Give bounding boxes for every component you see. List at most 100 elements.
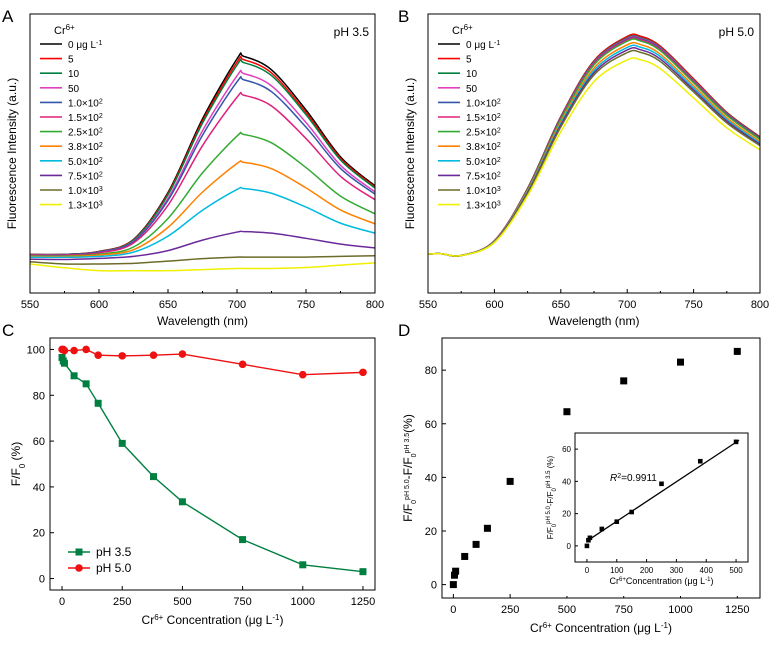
y-tick-label: 20 (33, 528, 45, 540)
ph-annotation: pH 3.5 (334, 25, 370, 39)
legend-marker-1 (75, 564, 83, 572)
inset-background (529, 431, 752, 596)
spectrum-line-5 (30, 91, 375, 256)
inset-data-point (584, 543, 590, 549)
data-point (483, 524, 491, 532)
legend-entry-0: pH 3.5 (96, 545, 132, 559)
x-tick-label: 1000 (291, 596, 315, 608)
y-tick-label: 0 (431, 580, 437, 592)
data-point-ph50 (70, 346, 78, 355)
spectrum-line-7 (30, 160, 375, 258)
x-tick-label: 1250 (351, 596, 375, 608)
data-point-ph35 (94, 399, 102, 407)
legend-entry-3: 50 (466, 84, 478, 95)
series-group (428, 33, 760, 257)
y-tick-label: 60 (33, 436, 45, 448)
data-point-ph50 (238, 360, 247, 369)
legend-entry-10: 1.0×103 (466, 186, 501, 198)
data-point (461, 552, 469, 560)
legend-entry-11: 1.3×103 (68, 200, 103, 212)
legend-entry-3: 50 (68, 84, 80, 95)
inset-x-tick-label: 200 (640, 566, 654, 575)
data-point-ph50 (60, 346, 69, 355)
inset-r2-annotation: R2=0.9911 (610, 473, 657, 485)
legend-title: Cr6+ (54, 23, 75, 38)
data-point (733, 347, 741, 355)
x-tick-label: 700 (228, 299, 246, 311)
spectrum-line-1 (30, 55, 375, 256)
spectrum-line-9 (30, 230, 375, 261)
panel-label-a: A (2, 7, 14, 26)
inset-data-point (586, 537, 591, 543)
inset-y-tick-label: 40 (562, 477, 571, 486)
x-tick-label: 650 (552, 299, 570, 311)
x-tick-label: 750 (297, 299, 315, 311)
spectrum-line-11 (30, 262, 375, 272)
legend-entry-11: 1.3×103 (466, 200, 501, 212)
legend-entry-4: 1.0×102 (68, 98, 103, 110)
inset-x-tick-label: 500 (729, 566, 743, 575)
series-line-1 (62, 348, 363, 376)
y-tick-label: 100 (27, 344, 45, 356)
y-axis-label: F/F0 (%) (9, 442, 27, 486)
x-tick-label: 600 (90, 299, 108, 311)
data-point (506, 477, 514, 485)
plot-frame (29, 13, 376, 294)
data-point-ph35 (299, 561, 307, 569)
inset-x-axis-label: Cr6+Concentration (μg L-1) (610, 576, 714, 586)
data-point (620, 377, 628, 385)
data-point-ph35 (70, 372, 78, 380)
legend-entry-4: 1.0×102 (466, 98, 501, 110)
data-point (449, 581, 457, 589)
inset-x-tick-label: 100 (610, 566, 624, 575)
data-point-ph35 (359, 568, 367, 576)
x-axis-label: Wavelength (nm) (157, 314, 248, 328)
y-tick-label: 40 (425, 472, 437, 484)
x-tick-label: 600 (485, 299, 503, 311)
y-axis-label: F/F0pH 5.0-F/F0pH 3.5(%) (401, 414, 418, 522)
y-tick-label: 20 (425, 526, 437, 538)
data-point-ph50 (94, 351, 102, 359)
data-point-ph35 (178, 498, 186, 506)
data-point-ph50 (118, 352, 127, 360)
inset-y-tick-label: 20 (562, 510, 571, 519)
x-tick-label: 800 (366, 299, 384, 311)
x-axis-label: Cr6+ Concentration (μg L-1) (530, 621, 672, 636)
data-point-ph50 (359, 368, 367, 377)
data-point-ph50 (82, 345, 90, 354)
x-tick-label: 650 (159, 299, 177, 311)
series-line-0 (61, 357, 364, 573)
legend-title: Cr6+ (452, 23, 473, 38)
legend-entry-9: 7.5×102 (466, 171, 501, 183)
inset-data-point (697, 458, 703, 464)
data-point-ph35 (60, 359, 68, 367)
legend-entry-1: pH 5.0 (96, 561, 132, 575)
x-axis-label: Cr6+ Concentration (μg L-1) (142, 613, 284, 628)
y-tick-label: 80 (33, 390, 45, 402)
inset-x-tick-label: 300 (670, 566, 684, 575)
data-point-ph35 (239, 536, 247, 544)
panel-label-c: C (2, 321, 14, 340)
plot-frame (49, 337, 376, 591)
y-tick-label: 40 (33, 482, 45, 494)
inset-x-tick-label: 400 (700, 566, 714, 575)
legend-entry-6: 2.5×102 (68, 127, 103, 139)
x-tick-label: 750 (615, 604, 633, 616)
legend-entry-0: 0 μg L-1 (466, 40, 500, 52)
legend-entry-2: 10 (466, 69, 478, 80)
data-point (452, 567, 460, 575)
inset-data-point (599, 526, 605, 532)
data-point (563, 408, 571, 416)
spectrum-line-8 (30, 186, 375, 259)
legend-marker-0 (75, 548, 83, 556)
legend-entry-7: 3.8×102 (466, 142, 501, 154)
x-tick-label: 1000 (668, 604, 692, 616)
legend-entry-5: 1.5×102 (466, 113, 501, 125)
spectrum-line-11 (428, 57, 760, 257)
spectrum-line-10 (30, 254, 375, 265)
data-point (450, 571, 458, 579)
x-tick-label: 550 (419, 299, 437, 311)
x-tick-label: 250 (501, 604, 519, 616)
x-tick-label: 750 (684, 299, 702, 311)
